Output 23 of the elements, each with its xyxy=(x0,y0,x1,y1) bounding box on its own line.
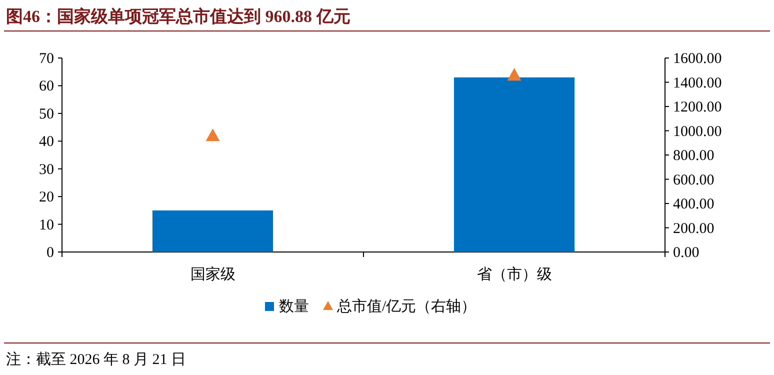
y2-tick-label: 0.00 xyxy=(673,245,700,261)
legend-label: 数量 xyxy=(279,299,309,315)
y2-tick-label: 1200.00 xyxy=(673,100,722,116)
y2-tick-label: 1600.00 xyxy=(673,51,722,67)
y2-tick-label: 600.00 xyxy=(673,172,714,188)
y-tick-label: 60 xyxy=(39,78,54,95)
y2-tick-label: 1000.00 xyxy=(673,124,722,140)
y-tick-label: 20 xyxy=(39,190,54,206)
y-tick-label: 50 xyxy=(39,106,54,122)
chart-title: 图46：国家级单项冠军总市值达到 960.88 亿元 xyxy=(6,7,350,26)
x-tick-label: 国家级 xyxy=(190,266,236,283)
y2-tick-label: 800.00 xyxy=(673,148,714,164)
y2-tick-label: 200.00 xyxy=(673,220,714,237)
y-tick-label: 30 xyxy=(39,162,54,178)
y-tick-label: 0 xyxy=(46,245,54,261)
y-tick-label: 40 xyxy=(39,134,54,150)
y-tick-label: 10 xyxy=(39,217,54,234)
x-tick-label: 省（市）级 xyxy=(476,266,552,283)
y2-tick-label: 400.00 xyxy=(673,196,714,212)
text: 注：截至 2026 年 8 月 21 日 xyxy=(6,351,186,368)
y-tick-label: 70 xyxy=(39,51,54,67)
y2-tick-label: 1400.00 xyxy=(673,75,722,92)
legend-label: 总市值/亿元（右轴） xyxy=(336,298,476,315)
